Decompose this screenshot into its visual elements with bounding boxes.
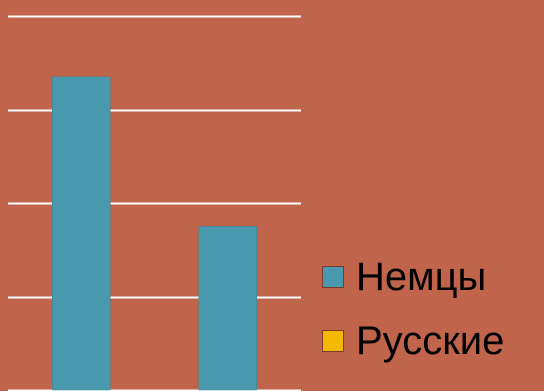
legend-item-germans: Немцы: [322, 252, 504, 302]
legend-label-russians: Русские: [356, 319, 505, 363]
legend-item-russians: Русские: [322, 316, 504, 366]
legend-swatch-russians: [322, 330, 344, 352]
legend-swatch-germans: [322, 266, 344, 288]
legend-label-germans: Немцы: [356, 255, 487, 299]
bar-0-1: [198, 226, 258, 391]
legend: Немцы Русские: [322, 252, 504, 366]
bars: [52, 76, 258, 391]
bar-0-0: [52, 76, 111, 391]
